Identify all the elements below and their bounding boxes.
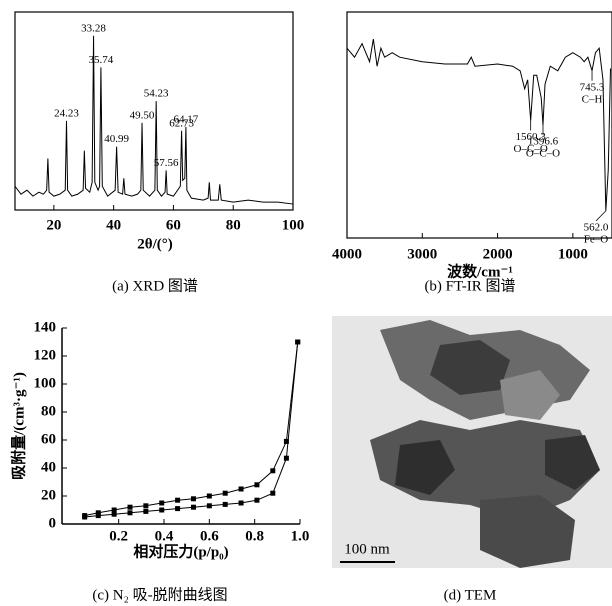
x-tick-label: 1.0 (291, 528, 310, 544)
data-point (283, 455, 289, 461)
x-tick-label: 3000 (407, 246, 437, 262)
data-point (238, 500, 244, 506)
x-tick-label: 0.2 (109, 528, 128, 544)
band-group: O–C–O (514, 143, 548, 155)
data-point (111, 511, 117, 517)
x-tick-label: 0.8 (245, 528, 264, 544)
data-point (190, 496, 196, 502)
data-point (159, 507, 165, 513)
data-point (222, 490, 228, 496)
x-tick-label: 40 (106, 217, 121, 233)
data-point (295, 339, 301, 345)
data-point (143, 503, 149, 509)
x-tick-label: 60 (166, 217, 181, 233)
data-point (283, 438, 289, 444)
particle (395, 440, 455, 495)
data-point (254, 497, 260, 503)
x-tick-label: 0.6 (200, 528, 219, 544)
data-line (84, 341, 299, 517)
x-axis-label: 2θ/(°) (137, 236, 173, 252)
x-tick-label: 2000 (483, 246, 513, 262)
particle (500, 370, 560, 420)
caption: (a) XRD 图谱 (112, 277, 198, 294)
particle (430, 340, 510, 395)
y-tick-label: 40 (41, 459, 56, 475)
data-point (95, 513, 101, 519)
tem-image: 100 nm (332, 316, 612, 568)
y-tick-label: 60 (41, 431, 56, 447)
plot-frame (346, 11, 612, 239)
data-point (111, 507, 117, 513)
caption: (b) FT-IR 图谱 (424, 277, 515, 294)
scale-bar-label: 100 nm (344, 541, 390, 557)
peak-label: 57.56 (154, 157, 179, 169)
data-point (127, 504, 133, 510)
data-point (175, 506, 181, 512)
peak-label: 33.28 (81, 22, 106, 34)
data-point (270, 490, 276, 496)
band-label: 1560.3 (516, 131, 547, 143)
data-point (175, 497, 181, 503)
caption: (d) TEM (444, 587, 497, 603)
peak-label: 54.23 (144, 88, 169, 100)
data-line (84, 341, 299, 518)
peak-label: 49.50 (130, 109, 155, 121)
y-tick-label: 0 (49, 515, 57, 531)
data-point (143, 508, 149, 514)
data-point (206, 503, 212, 509)
x-tick-label: 20 (46, 217, 61, 233)
band-group: Fe–O (584, 233, 609, 245)
particle (480, 495, 575, 568)
caption: (c) N₂ 吸-脱附曲线图 (92, 586, 227, 603)
data-point (159, 500, 165, 506)
x-axis-label: 相对压力(p/p₀) (133, 542, 228, 560)
band-label: 562.0 (584, 221, 609, 233)
x-tick-label: 1000 (558, 246, 588, 262)
particle (545, 435, 600, 490)
peak-label: 64.17 (174, 113, 199, 125)
x-tick-label: 4000 (332, 246, 362, 262)
data-point (270, 468, 276, 474)
data-point (190, 504, 196, 510)
data-line (346, 39, 611, 211)
x-tick-label: 0.4 (155, 528, 174, 544)
y-tick-label: 140 (34, 319, 57, 335)
peak-label: 35.74 (89, 54, 114, 66)
y-tick-label: 100 (34, 375, 57, 391)
band-label: 1396.6 (528, 136, 559, 148)
peak-label: 24.23 (54, 107, 79, 119)
data-line (14, 35, 294, 205)
data-point (206, 493, 212, 499)
y-axis-label: 吸附量/(cm³·g⁻¹) (9, 372, 27, 480)
y-tick-label: 80 (41, 403, 56, 419)
data-point (254, 482, 260, 488)
band-label: 745.3 (580, 81, 605, 93)
plot-frame (14, 11, 294, 211)
y-tick-label: 20 (41, 487, 56, 503)
x-axis-label: 波数/cm⁻¹ (447, 262, 513, 280)
x-tick-label: 100 (282, 217, 305, 233)
leader-line (595, 210, 607, 222)
y-tick-label: 120 (34, 347, 57, 363)
data-point (95, 510, 101, 516)
data-point (238, 486, 244, 492)
data-point (127, 510, 133, 516)
data-point (222, 501, 228, 507)
data-point (82, 513, 88, 519)
peak-label: 62.73 (169, 117, 194, 129)
x-tick-label: 80 (226, 217, 241, 233)
band-group: O–C–O (526, 148, 560, 160)
peak-label: 40.99 (104, 133, 129, 145)
band-group: C–H (582, 93, 603, 105)
